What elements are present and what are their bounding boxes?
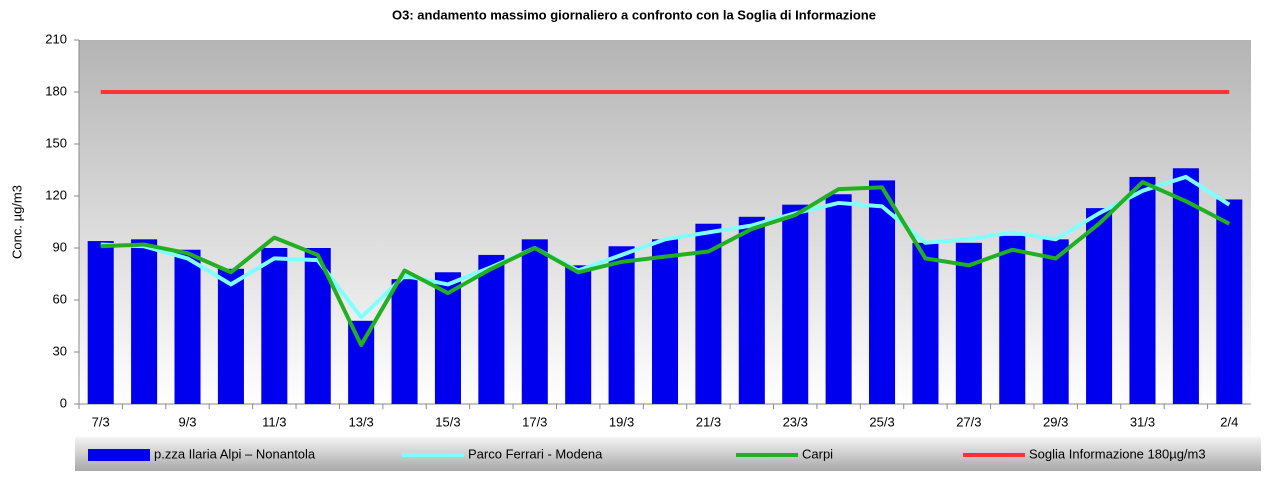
bar bbox=[1042, 239, 1069, 404]
y-tick-label: 210 bbox=[45, 31, 67, 46]
x-tick-label: 25/3 bbox=[869, 414, 894, 429]
bar bbox=[391, 279, 418, 404]
bar bbox=[608, 246, 635, 404]
bar bbox=[565, 265, 592, 404]
line bbox=[100, 174, 1231, 320]
chart-title: O3: andamento massimo giornaliero a conf… bbox=[392, 7, 876, 22]
y-tick-label: 180 bbox=[45, 83, 67, 98]
x-tick-label: 29/3 bbox=[1043, 414, 1068, 429]
bar bbox=[1086, 208, 1113, 404]
bar bbox=[521, 239, 548, 404]
bar bbox=[651, 239, 679, 404]
y-tick-label: 150 bbox=[45, 135, 67, 150]
bar bbox=[999, 235, 1026, 404]
y-axis-label: Conc. µg/m3 bbox=[9, 185, 24, 259]
legend-label: p.zza Ilaria Alpi – Nonantola bbox=[154, 446, 316, 461]
bar bbox=[131, 239, 158, 404]
x-tick-label: 7/3 bbox=[92, 414, 110, 429]
bar bbox=[1216, 199, 1243, 404]
bar bbox=[912, 242, 939, 404]
legend-swatch bbox=[88, 449, 150, 461]
x-tick-label: 13/3 bbox=[348, 414, 373, 429]
bar bbox=[261, 248, 288, 404]
bar bbox=[869, 180, 896, 404]
x-tick-label: 21/3 bbox=[696, 414, 721, 429]
x-tick-label: 31/3 bbox=[1130, 414, 1155, 429]
x-tick-label: 11/3 bbox=[262, 414, 286, 429]
x-tick-label: 27/3 bbox=[956, 414, 981, 429]
bar bbox=[738, 216, 765, 404]
x-tick-label: 17/3 bbox=[522, 414, 547, 429]
bar bbox=[478, 254, 505, 404]
bar bbox=[782, 204, 809, 404]
x-tick-label: 9/3 bbox=[178, 414, 196, 429]
y-tick-label: 30 bbox=[53, 343, 67, 358]
legend-label: Soglia Informazione 180µg/m3 bbox=[1029, 446, 1206, 461]
bar bbox=[87, 241, 114, 404]
bar bbox=[955, 242, 982, 404]
bar bbox=[1129, 176, 1156, 404]
bar bbox=[1172, 168, 1199, 404]
bar bbox=[217, 268, 244, 404]
legend-box bbox=[75, 437, 1261, 471]
x-tick-label: 15/3 bbox=[435, 414, 460, 429]
bar bbox=[348, 320, 375, 404]
legend-label: Carpi bbox=[802, 446, 833, 461]
y-tick-label: 0 bbox=[60, 395, 67, 410]
x-tick-label: 19/3 bbox=[609, 414, 634, 429]
y-tick-label: 120 bbox=[45, 187, 67, 202]
y-tick-label: 60 bbox=[53, 291, 67, 306]
x-tick-label: 23/3 bbox=[783, 414, 808, 429]
x-tick-label: 2/4 bbox=[1220, 414, 1238, 429]
y-tick-label: 90 bbox=[53, 239, 67, 254]
bar bbox=[825, 194, 852, 404]
line bbox=[100, 180, 1231, 348]
bar bbox=[174, 249, 201, 404]
legend-label: Parco Ferrari - Modena bbox=[468, 446, 603, 461]
